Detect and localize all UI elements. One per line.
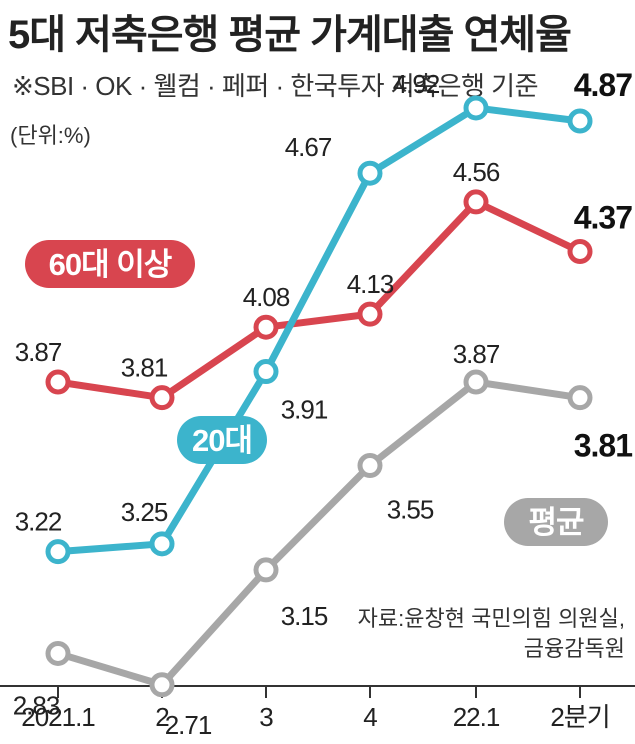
legend-label-twenties-bg xyxy=(177,416,267,464)
point-twenties-1 xyxy=(149,531,175,557)
point-average-2 xyxy=(253,557,279,583)
x-tick-label-5: 2분기 xyxy=(550,702,609,732)
legend-label-twenties: 20대 xyxy=(192,423,252,458)
chart-title: 5대 저축은행 평균 가계대출 연체율 xyxy=(8,13,572,57)
data-label-average-0: 2.83 xyxy=(13,690,60,720)
point-average-0 xyxy=(45,640,71,666)
data-label-elderly-4: 4.56 xyxy=(453,157,500,187)
data-label-twenties-3: 4.67 xyxy=(285,132,332,162)
data-label-twenties-4: 4.92 xyxy=(393,69,440,99)
point-average-3 xyxy=(357,453,383,479)
legend-label-average-bg xyxy=(504,498,608,546)
point-elderly-4 xyxy=(463,189,489,215)
point-twenties-4 xyxy=(463,95,489,121)
source-line-2: 금융감독원 xyxy=(523,635,625,661)
point-elderly-5 xyxy=(567,239,593,264)
data-label-average-1: 2.71 xyxy=(165,710,212,740)
series-line-average xyxy=(54,378,584,689)
point-elderly-1 xyxy=(149,385,175,411)
point-twenties-0 xyxy=(45,539,71,565)
data-label-elderly-1: 3.81 xyxy=(121,353,168,383)
point-elderly-2 xyxy=(253,314,279,340)
point-twenties-3 xyxy=(357,160,383,186)
point-average-5 xyxy=(567,385,593,411)
point-elderly-3 xyxy=(357,301,383,327)
x-tick-label-1: 2 xyxy=(155,702,169,732)
series-line-twenties xyxy=(54,104,584,556)
point-elderly-0 xyxy=(45,369,71,395)
x-tick-label-2: 3 xyxy=(259,702,273,732)
data-label-twenties-5: 4.87 xyxy=(574,67,632,103)
x-tick-label-4: 22.1 xyxy=(453,702,500,732)
data-label-average-3: 3.55 xyxy=(387,495,434,525)
x-tick-label-0: 2021.1 xyxy=(21,702,95,732)
point-twenties-5 xyxy=(567,108,593,134)
data-label-elderly-3: 4.13 xyxy=(347,269,394,299)
x-tick-label-3: 4 xyxy=(363,702,377,732)
chart-subtitle: ※SBI · OK · 웰컴 · 페퍼 · 한국투자 저축은행 기준 xyxy=(12,71,539,101)
source-line-1: 자료:윤창현 국민의힘 의원실, xyxy=(357,606,625,631)
legend-label-elderly: 60대 이상 xyxy=(49,247,172,282)
data-label-elderly-0: 3.87 xyxy=(15,337,62,367)
data-label-average-5: 3.81 xyxy=(574,428,632,464)
data-label-elderly-5: 4.37 xyxy=(574,200,632,236)
series-line-elderly xyxy=(54,198,584,402)
data-label-twenties-2: 3.91 xyxy=(281,395,328,425)
point-average-1 xyxy=(149,672,175,698)
data-label-twenties-1: 3.25 xyxy=(121,497,168,527)
point-average-4 xyxy=(463,369,489,395)
data-label-average-2: 3.15 xyxy=(281,601,328,631)
point-twenties-2 xyxy=(253,359,279,385)
source-note: 자료:윤창현 국민의힘 의원실, 금융감독원 xyxy=(358,604,625,663)
unit-label: (단위:%) xyxy=(10,123,91,148)
legend-label-average: 평균 xyxy=(528,505,584,540)
data-label-twenties-0: 3.22 xyxy=(15,507,62,537)
legend-label-elderly-bg xyxy=(25,240,195,288)
data-label-average-4: 3.87 xyxy=(453,339,500,369)
data-label-elderly-2: 4.08 xyxy=(243,282,290,312)
